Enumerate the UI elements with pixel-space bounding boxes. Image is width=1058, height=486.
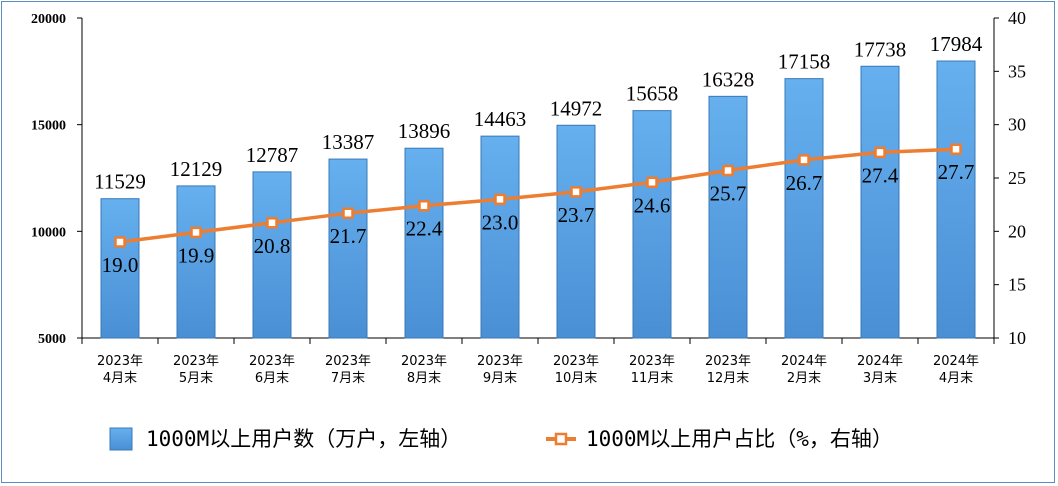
legend-bar-label: 1000M以上用户数（万户，左轴） [146,427,461,451]
x-tick-label: 2023年 12月末 [705,354,751,386]
left-tick-label: 15000 [31,119,66,134]
bar [784,78,824,339]
line-value-label: 25.7 [710,182,747,206]
line-value-label: 20.8 [254,234,291,258]
bar [480,135,520,339]
bar [556,124,596,339]
bar [632,110,672,339]
right-tick-label: 35 [1008,61,1026,81]
legend-line-label: 1000M以上用户占比（%，右轴） [586,427,893,451]
line-point [646,176,658,189]
bar [404,147,444,339]
bar [176,185,216,339]
bar-value-label: 17738 [854,37,907,61]
right-tick-label: 30 [1008,115,1026,135]
bar-value-label: 13896 [398,119,451,143]
line-point [874,146,886,159]
line-point [950,143,962,155]
line-point [570,186,582,198]
line-value-label: 26.7 [786,171,823,195]
bar-value-label: 11529 [94,170,146,194]
x-tick-label: 2024年 2月末 [781,354,827,386]
bar-value-label: 14972 [550,96,603,120]
left-tick-label: 10000 [31,225,66,240]
bar-value-label: 12787 [246,143,299,167]
x-tick-label: 2023年 4月末 [97,354,143,386]
bar [936,60,976,339]
line-point [266,217,278,229]
line-value-label: 21.7 [330,224,367,248]
line-point [722,164,734,177]
line-point [798,154,810,166]
x-tick-label: 2023年 10月末 [553,354,599,386]
line-value-label: 19.0 [102,253,139,277]
bar-value-label: 15658 [626,82,679,106]
bar-series: 11529 12129 12787 13387 13896 14463 14972 15658… [94,32,983,339]
line-value-label: 24.6 [634,193,671,217]
x-tick-label: 2023年 9月末 [477,354,523,386]
right-tick-label: 20 [1008,221,1026,241]
line-value-label: 23.0 [482,210,519,234]
left-tick-label: 5000 [38,332,66,347]
right-tick-label: 10 [1008,328,1026,348]
line-value-label: 19.9 [178,243,215,267]
bar [100,198,140,339]
bar-value-label: 13387 [322,130,375,154]
line-path [119,147,957,244]
x-tick-label: 2023年 6月末 [249,354,295,386]
line-point [190,226,202,239]
right-tick-label: 25 [1008,168,1026,188]
legend: 1000M以上用户数（万户，左轴） 1000M以上用户占比（%，右轴） [109,427,893,451]
bar [252,171,292,339]
line-value-label: 27.7 [938,160,975,184]
line-point [342,207,354,219]
bar [860,65,900,339]
bar [708,95,748,339]
axes: 5000 10000 15000 20000 10 15 20 25 30 35 40 2023年 4月… [31,8,1026,386]
right-tick-label: 15 [1008,275,1026,295]
line-series: 19.0 19.9 20.8 21.7 22.4 23.0 23.7 24.6 25.7 26.7… [102,143,975,277]
line-point [114,236,126,248]
bar-value-label: 17984 [930,32,983,56]
bar [328,158,368,339]
bar-value-label: 14463 [474,107,527,131]
bar-value-label: 17158 [778,50,831,74]
x-tick-label: 2023年 5月末 [173,354,219,386]
line-point [494,193,506,206]
line-point [418,199,430,212]
x-tick-label: 2023年 7月末 [325,354,371,386]
legend-line-marker [554,432,568,446]
line-value-label: 27.4 [862,163,899,187]
line-value-label: 22.4 [406,217,443,241]
x-tick-label: 2024年 4月末 [933,354,979,386]
right-tick-label: 40 [1008,8,1026,28]
x-tick-label: 2023年 11月末 [629,354,675,386]
x-tick-label: 2024年 3月末 [857,354,903,386]
bar-value-label: 16328 [702,67,755,91]
legend-bar-swatch [109,427,133,451]
x-tick-label: 2023年 8月末 [401,354,447,386]
line-value-label: 23.7 [558,203,595,227]
bar-value-label: 12129 [170,157,223,181]
left-tick-label: 20000 [31,12,66,27]
